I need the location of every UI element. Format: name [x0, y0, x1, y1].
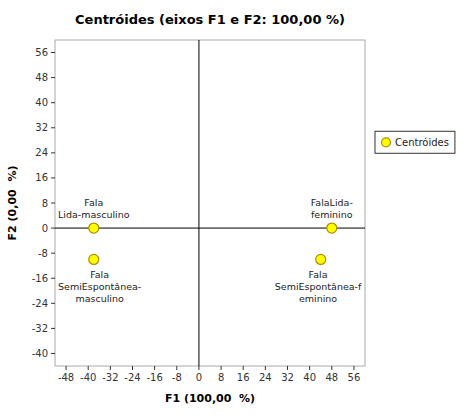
- y-tick-label: -32: [32, 323, 48, 334]
- x-tick-label: 32: [281, 372, 294, 383]
- centroid-point: [327, 223, 337, 233]
- y-tick-label: 0: [42, 223, 48, 234]
- y-tick: [51, 253, 55, 254]
- y-tick-label: 48: [35, 72, 48, 83]
- y-tick-label: 56: [35, 47, 48, 58]
- zero-line-x: [198, 40, 199, 366]
- x-tick: [243, 366, 244, 370]
- x-tick-label: -24: [124, 372, 140, 383]
- y-tick-label: -24: [32, 298, 48, 309]
- point-label: FalaLida-feminino: [311, 197, 353, 220]
- plot-area: [55, 40, 365, 366]
- y-tick-label: 16: [35, 172, 48, 183]
- x-tick: [287, 366, 288, 370]
- y-tick-label: 8: [42, 198, 48, 209]
- x-tick-label: -16: [146, 372, 162, 383]
- x-tick: [331, 366, 332, 370]
- x-tick-label: 8: [218, 372, 224, 383]
- point-labels: FalaLida-masculino FalaLida-feminino FalaS…: [58, 197, 362, 304]
- centroid-point: [89, 254, 99, 264]
- x-tick: [132, 366, 133, 370]
- chart: Centróides (eixos F1 e F2: 100,00 %)-48-…: [0, 0, 470, 416]
- legend-marker: [382, 138, 391, 147]
- y-tick-label: 32: [35, 122, 48, 133]
- x-tick: [154, 366, 155, 370]
- x-tick: [66, 366, 67, 370]
- y-tick: [51, 328, 55, 329]
- point-label: FalaSemiEspontânea-masculino: [58, 269, 141, 304]
- x-tick-label: -48: [58, 372, 74, 383]
- x-tick-label: 0: [196, 372, 202, 383]
- y-tick-label: 40: [35, 97, 48, 108]
- x-tick-label: -8: [172, 372, 182, 383]
- legend-frame: [375, 131, 455, 153]
- x-tick: [88, 366, 89, 370]
- plot-frame: [55, 40, 365, 366]
- x-tick-label: -32: [102, 372, 118, 383]
- x-tick-label: 56: [348, 372, 361, 383]
- y-tick: [51, 102, 55, 103]
- x-tick: [176, 366, 177, 370]
- x-tick-label: 48: [325, 372, 338, 383]
- point-label: FalaSemiEspontânea-feminino: [275, 269, 362, 304]
- x-tick-label: -40: [80, 372, 96, 383]
- y-tick: [51, 152, 55, 153]
- y-axis-label: F2 (0,00 %): [6, 166, 19, 241]
- x-tick: [221, 366, 222, 370]
- y-tick: [51, 303, 55, 304]
- y-tick: [51, 52, 55, 53]
- y-tick-label: -40: [32, 348, 48, 359]
- x-tick: [110, 366, 111, 370]
- centroid-point: [89, 223, 99, 233]
- x-axis-label: F1 (100,00 %): [165, 392, 255, 405]
- y-tick-label: 24: [35, 147, 48, 158]
- x-tick-label: 24: [259, 372, 272, 383]
- y-tick: [51, 278, 55, 279]
- y-tick: [51, 228, 55, 229]
- x-tick: [309, 366, 310, 370]
- y-tick: [51, 77, 55, 78]
- y-tick: [51, 203, 55, 204]
- zero-line-y: [55, 228, 365, 229]
- legend: Centróides: [375, 131, 455, 153]
- x-tick: [353, 366, 354, 370]
- point-label: FalaLida-masculino: [58, 197, 130, 220]
- y-tick-label: -16: [32, 273, 48, 284]
- y-tick: [51, 127, 55, 128]
- y-tick: [51, 177, 55, 178]
- x-tick: [265, 366, 266, 370]
- x-tick-label: 16: [237, 372, 250, 383]
- centroid-point: [316, 254, 326, 264]
- y-tick: [51, 353, 55, 354]
- x-tick-label: 40: [303, 372, 316, 383]
- title: Centróides (eixos F1 e F2: 100,00 %): [75, 12, 345, 27]
- x-tick: [198, 366, 199, 370]
- y-tick-label: -8: [38, 248, 48, 259]
- legend-label: Centróides: [395, 137, 449, 148]
